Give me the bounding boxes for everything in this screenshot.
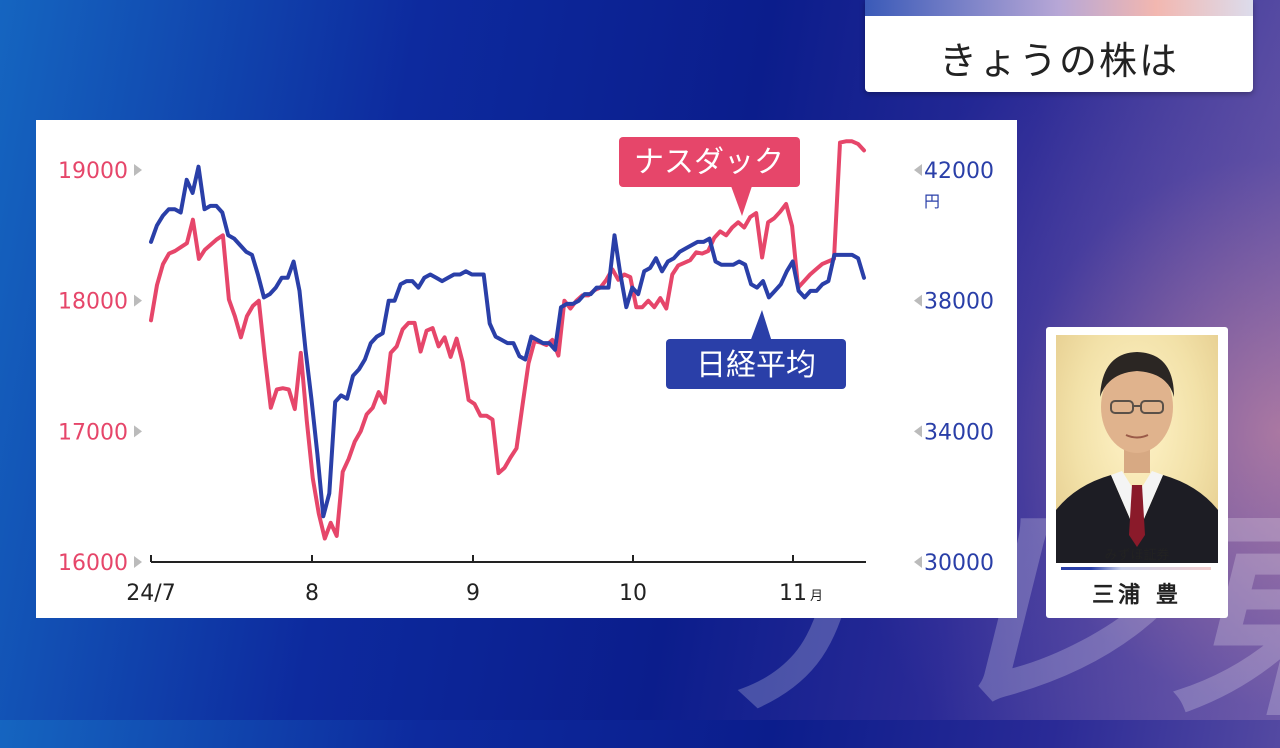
- left-axis-tick-label: 16000: [58, 551, 128, 576]
- nasdaq-callout-label: ナスダック: [634, 145, 784, 180]
- chart-svg: 24/7 8 9 10 11 月 16000 17000 18000 19000 30000 3400…: [58, 137, 994, 606]
- right-axis-unit-label: 円: [924, 192, 940, 211]
- title-stripe: [865, 0, 1253, 16]
- name-divider: [1061, 567, 1211, 570]
- guest-profile-card: みずほ証券 三浦 豊: [1046, 327, 1228, 618]
- right-tick-arrow-icon: [914, 425, 922, 438]
- x-tick-label: 9: [466, 581, 480, 606]
- left-tick-arrow-icon: [134, 425, 142, 438]
- nikkei-series-line: [149, 164, 866, 519]
- stock-chart: 24/7 8 9 10 11 月 16000 17000 18000 19000 30000 3400…: [36, 120, 1017, 618]
- right-axis-tick-label: 42000: [924, 159, 994, 184]
- left-axis-tick-label: 17000: [58, 420, 128, 445]
- x-tick-label: 10: [619, 581, 647, 606]
- left-tick-arrow-icon: [134, 164, 142, 176]
- x-tick-label: 11: [779, 581, 807, 606]
- program-title: きょうの株は: [938, 39, 1179, 83]
- right-tick-arrow-icon: [914, 294, 922, 307]
- nikkei-callout-box: [666, 339, 846, 389]
- right-tick-arrow-icon: [914, 556, 922, 568]
- right-axis-tick-label: 30000: [924, 551, 994, 576]
- nikkei-callout-label: 日経平均: [696, 348, 816, 383]
- guest-portrait-icon: [1056, 352, 1218, 563]
- guest-company: みずほ証券: [1104, 548, 1170, 563]
- nasdaq-callout-pointer: [731, 186, 752, 216]
- right-axis-tick-label: 38000: [924, 290, 994, 315]
- left-axis-tick-label: 19000: [58, 159, 128, 184]
- nasdaq-callout-box: [619, 137, 800, 187]
- x-tick-label: 8: [305, 581, 319, 606]
- guest-name: 三浦 豊: [1092, 583, 1182, 608]
- x-tick-label: 24/7: [126, 581, 175, 606]
- right-axis-tick-label: 34000: [924, 420, 994, 445]
- left-axis-tick-label: 18000: [58, 290, 128, 315]
- nasdaq-series-line: [149, 139, 866, 541]
- x-tick-unit-label: 月: [810, 589, 823, 604]
- nikkei-callout-pointer: [750, 310, 772, 342]
- guest-photo: [1056, 335, 1218, 563]
- left-tick-arrow-icon: [134, 556, 142, 568]
- left-tick-arrow-icon: [134, 294, 142, 307]
- program-title-card: きょうの株は: [865, 0, 1253, 92]
- right-tick-arrow-icon: [914, 164, 922, 176]
